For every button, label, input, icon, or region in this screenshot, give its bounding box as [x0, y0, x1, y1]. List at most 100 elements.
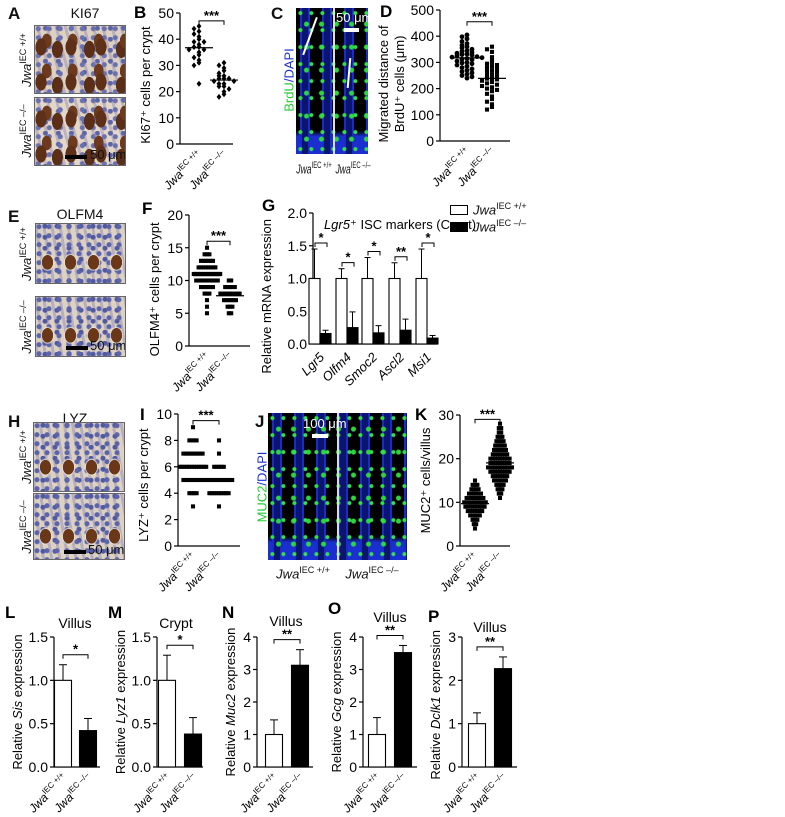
data-point [484, 91, 490, 96]
y-axis-label: OLFM4⁺ cells per crypt [147, 222, 162, 356]
y-axis-label: Relative Sis expression [10, 634, 25, 769]
stain-sep: / [254, 481, 270, 486]
data-point [206, 285, 211, 290]
data-point [471, 487, 476, 492]
data-point [475, 513, 480, 518]
data-point [202, 291, 207, 296]
data-point [494, 478, 499, 483]
data-point [186, 477, 191, 483]
data-point [192, 491, 197, 496]
data-point [235, 291, 240, 296]
y-tick-label: 1.0 [29, 672, 49, 688]
data-point [502, 465, 507, 470]
chart-title: Villus [373, 609, 406, 625]
data-point [212, 464, 217, 469]
data-point [223, 285, 228, 290]
significance-bracket [166, 644, 194, 650]
bar-ko [290, 664, 310, 768]
data-point [507, 456, 512, 461]
data-point [505, 474, 510, 479]
data-point [180, 464, 185, 469]
y-label-suffix: expression [329, 632, 344, 698]
data-point [216, 75, 222, 82]
data-point [476, 491, 481, 496]
data-point [470, 517, 475, 522]
data-point [220, 291, 225, 296]
data-point [502, 443, 507, 448]
data-point [493, 469, 498, 474]
data-point [224, 298, 229, 303]
data-point [470, 482, 475, 487]
data-point [478, 495, 484, 501]
image-divider [337, 413, 339, 560]
data-point [184, 464, 190, 469]
data-point [191, 271, 196, 276]
data-point [200, 477, 205, 483]
bar-wt [264, 733, 284, 768]
data-point [225, 291, 230, 296]
panel-label-j: J [255, 412, 265, 431]
data-point [499, 447, 504, 452]
genotype-base: Jwa [428, 164, 454, 190]
data-point [227, 477, 232, 483]
olfm4-wt-micrograph [35, 223, 126, 284]
y-axis-label: Relative Muc2 expression [223, 628, 238, 777]
data-point [186, 451, 191, 456]
data-point [484, 76, 490, 81]
data-point [208, 271, 213, 276]
row-label-wt: JwaIEC +/+ [18, 33, 34, 87]
data-point [477, 504, 482, 509]
data-point [187, 438, 192, 443]
bar-ko [426, 337, 439, 345]
bar-wt [308, 277, 321, 345]
genotype-base: Jwa [154, 569, 180, 595]
scale-bar-label: 100 μm [303, 416, 347, 431]
data-point [196, 41, 202, 48]
data-point [464, 67, 470, 73]
genotype-sup: IEC +/+ [454, 770, 480, 796]
data-point [464, 51, 470, 57]
data-point [196, 271, 201, 276]
data-point [485, 465, 491, 470]
data-point [505, 456, 510, 461]
data-point [489, 102, 495, 107]
y-tick-label: 15 [167, 240, 183, 256]
y-tick-label: 0 [175, 338, 183, 354]
y-tick-label: 0 [166, 136, 174, 152]
col-label-ko: JwaIEC –/– [335, 160, 370, 176]
data-point [484, 81, 490, 86]
y-tick-label: 0.5 [29, 716, 49, 732]
data-point [472, 509, 478, 514]
data-point [189, 464, 194, 469]
col-label-wt: JwaIEC +/+ [296, 160, 331, 176]
x-tick-label-ko: JwaIEC –/– [365, 770, 411, 816]
y-tick-label: 100 [411, 107, 435, 123]
muc2-micrograph: 100 μm [268, 413, 407, 560]
data-point [497, 460, 503, 466]
y-tick-label: 400 [411, 28, 435, 44]
genotype-sup: IEC +/+ [451, 549, 477, 575]
data-point [208, 477, 213, 483]
legend-base: Jwa [473, 202, 497, 218]
y-tick-label: 2 [448, 672, 456, 688]
data-point [500, 469, 505, 474]
chart-F: F 0 5 10 15 20 OLFM4⁺ cells per crypt *** [142, 199, 250, 356]
data-point [459, 73, 465, 78]
data-point [489, 104, 495, 109]
data-point [216, 504, 222, 509]
data-point [474, 500, 479, 505]
data-point [488, 465, 493, 470]
data-point [489, 72, 495, 77]
brdu-micrograph: 50 μm [296, 8, 368, 154]
bar-ko [399, 329, 412, 345]
data-point [496, 447, 501, 452]
genotype-base: Jwa [156, 790, 182, 816]
data-point [469, 66, 475, 72]
genotype-sup: IEC +/+ [251, 770, 277, 796]
data-point [203, 285, 208, 290]
row-label-ko: JwaIEC –/– [18, 104, 34, 157]
y-label-gene: Lyz1 [113, 696, 128, 723]
x-tick-label-wt: JwaIEC +/+ [236, 770, 282, 816]
data-point [182, 464, 187, 469]
